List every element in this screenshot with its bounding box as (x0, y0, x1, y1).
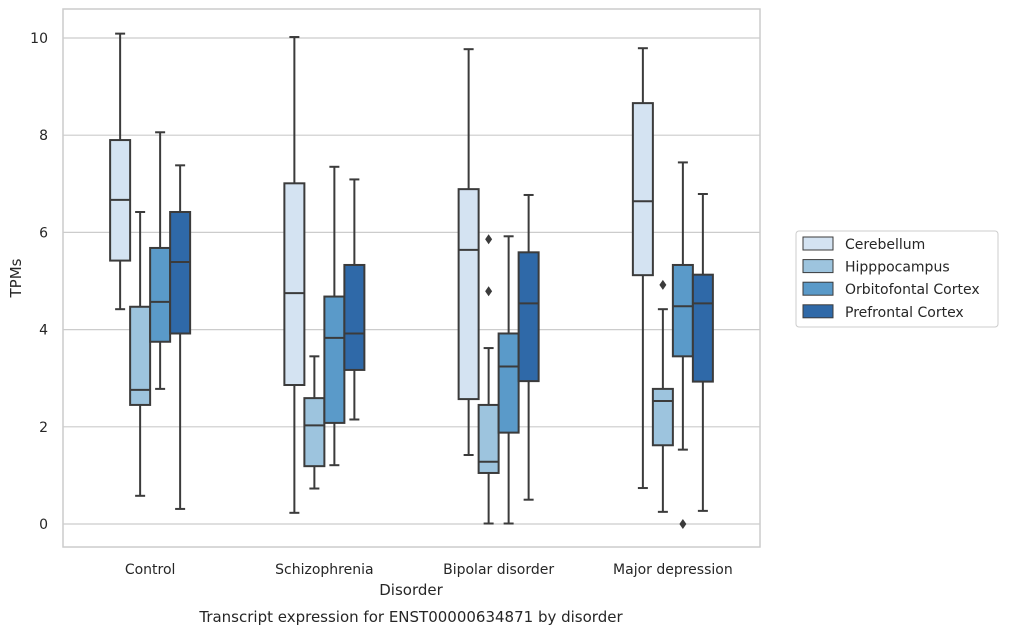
x-axis-label: Disorder (379, 581, 443, 599)
box-2-3 (517, 193, 540, 501)
box-3-3 (691, 193, 714, 512)
box-2-2 (497, 235, 520, 525)
box-body (169, 210, 192, 335)
plot-frame (62, 8, 761, 548)
outlier-point (485, 234, 493, 245)
box-0-1 (129, 210, 152, 497)
outlier-point (659, 279, 667, 290)
x-tick-label: Schizophrenia (275, 562, 373, 578)
legend-swatch (802, 259, 834, 274)
y-tick-label: 8 (39, 128, 48, 144)
box-body (129, 305, 152, 406)
y-tick-label: 10 (30, 31, 48, 47)
legend: Cerebellum Hipppocampus Orbitofontal Corte… (795, 230, 999, 328)
box-body (651, 387, 674, 447)
x-tick-labels: Control Schizophrenia Bipolar disorder Majo… (125, 562, 733, 578)
box-body (631, 102, 654, 277)
box-body (149, 246, 172, 343)
x-tick-label: Control (125, 562, 176, 578)
legend-items: Cerebellum Hipppocampus Orbitofontal Corte… (802, 236, 980, 321)
x-tick-label: Major depression (613, 562, 733, 578)
box-body (303, 397, 326, 468)
box-body (283, 182, 306, 387)
box-0-0 (109, 32, 132, 311)
box-body (457, 188, 480, 401)
legend-label: Cerebellum (845, 237, 925, 253)
y-tick-label: 4 (39, 323, 48, 339)
outlier-point (485, 286, 493, 297)
box-body (517, 251, 540, 383)
box-2-0 (457, 48, 480, 456)
box-body (323, 295, 346, 424)
box-3-2 (671, 161, 694, 529)
legend-swatch (802, 281, 834, 296)
y-tick-label: 2 (39, 420, 48, 436)
legend-label: Orbitofontal Cortex (845, 282, 980, 298)
y-tick-labels: 0 2 4 6 8 10 (30, 31, 48, 533)
legend-swatch (802, 236, 834, 251)
box-1-3 (343, 178, 366, 421)
y-tick-label: 6 (39, 225, 48, 241)
box-3-0 (631, 47, 654, 490)
y-tick-label: 0 (39, 517, 48, 533)
box-body (477, 403, 500, 474)
box-body (497, 332, 520, 434)
box-3-1 (651, 279, 674, 513)
box-0-3 (169, 164, 192, 510)
box-layer (109, 32, 714, 529)
y-axis-label: TPMs (7, 258, 25, 298)
box-body (671, 263, 694, 358)
legend-swatch (802, 304, 834, 319)
outlier-point (679, 519, 687, 529)
chart-caption: Transcript expression for ENST0000063487… (198, 608, 623, 626)
box-0-2 (149, 131, 172, 390)
box-1-2 (323, 165, 346, 467)
box-2-1 (477, 234, 500, 525)
legend-frame (795, 230, 999, 328)
box-body (691, 273, 714, 383)
box-1-0 (283, 36, 306, 514)
legend-label: Hipppocampus (845, 260, 950, 276)
box-body (343, 263, 366, 371)
x-tick-label: Bipolar disorder (443, 562, 554, 578)
box-1-1 (303, 355, 326, 490)
legend-label: Prefrontal Cortex (845, 305, 964, 321)
